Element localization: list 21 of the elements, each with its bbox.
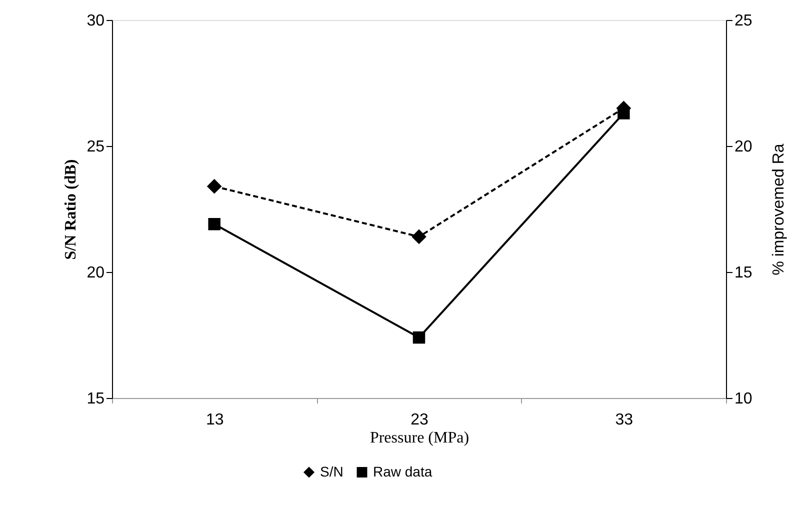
y-tick-label: 15	[86, 390, 105, 408]
y-tick-label: 20	[86, 264, 105, 282]
legend-label: S/N	[320, 463, 344, 480]
x-tick-label: 33	[615, 412, 634, 428]
point	[412, 331, 426, 344]
y-tick-label: 25	[86, 138, 105, 156]
y-tick-label: 30	[86, 12, 105, 30]
y2-tick-label: 20	[734, 138, 752, 156]
y2-tick-label: 25	[734, 12, 752, 30]
y2-tick-label: 10	[734, 390, 752, 408]
y-axis-title: S/N Ratio (dB)	[62, 159, 80, 260]
y2-tick-label: 15	[734, 264, 752, 282]
point	[208, 218, 220, 230]
x-tick-label: 23	[410, 412, 428, 428]
legend-label: Raw data	[373, 463, 432, 480]
x-tick-label: 13	[206, 412, 224, 428]
x-axis-title: Pressure (MPa)	[370, 430, 470, 446]
point	[618, 107, 630, 120]
y2-axis-title: % improvemed Ra	[770, 144, 788, 276]
point	[412, 229, 426, 244]
point	[206, 178, 222, 194]
